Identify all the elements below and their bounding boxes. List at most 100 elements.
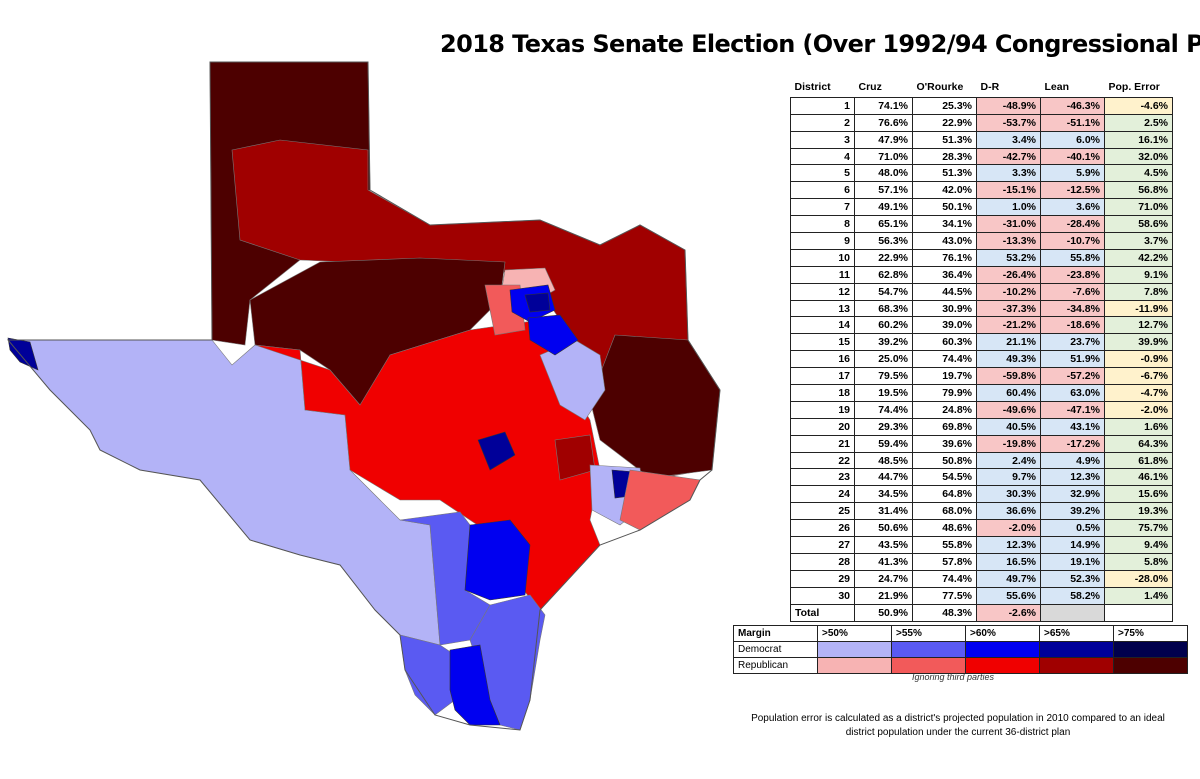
legend-swatch (891, 641, 966, 658)
dr-cell: 60.4% (976, 384, 1041, 402)
pop-error-cell: 46.1% (1104, 468, 1173, 487)
district-cell: 15 (790, 333, 855, 352)
cruz-cell: 39.2% (854, 333, 913, 352)
results-table: District Cruz O'Rourke D-R Lean Pop. Err… (790, 79, 1173, 622)
orourke-cell: 36.4% (912, 265, 977, 284)
orourke-cell: 30.9% (912, 299, 977, 318)
table-row: 12 54.7% 44.5% -10.2% -7.6% 7.8% (790, 282, 1173, 301)
pop-error-cell: 9.1% (1104, 265, 1173, 284)
table-row: 23 44.7% 54.5% 9.7% 12.3% 46.1% (790, 468, 1173, 487)
district-cell: 9 (790, 232, 855, 250)
dr-cell: 3.3% (976, 164, 1041, 183)
orourke-cell: 50.8% (912, 451, 977, 470)
cruz-cell: 57.1% (854, 181, 913, 200)
legend-header: Margin (733, 625, 818, 642)
margin-legend: Margin >50% >55% >60% >65% >75% Democrat… (733, 625, 1188, 674)
pop-error-cell: -4.7% (1104, 384, 1173, 402)
cruz-cell: 62.8% (854, 265, 913, 284)
dr-cell: -19.8% (976, 434, 1041, 453)
orourke-cell: 76.1% (912, 248, 977, 267)
lean-cell: -46.3% (1040, 96, 1105, 115)
lean-cell: -17.2% (1040, 434, 1105, 453)
cruz-cell: 48.0% (854, 164, 913, 183)
pop-error-cell: 7.8% (1104, 282, 1173, 301)
table-row: 6 57.1% 42.0% -15.1% -12.5% 56.8% (790, 181, 1173, 200)
lean-cell: 43.1% (1040, 417, 1105, 436)
pop-error-cell: 16.1% (1104, 130, 1173, 149)
dr-cell: -2.0% (976, 519, 1041, 538)
pop-error-cell: -2.0% (1104, 400, 1173, 419)
table-row: 16 25.0% 74.4% 49.3% 51.9% -0.9% (790, 350, 1173, 369)
lean-cell: 19.1% (1040, 552, 1105, 571)
orourke-cell: 77.5% (912, 586, 977, 605)
district-rio-grande-valley (449, 644, 501, 726)
cruz-cell: 68.3% (854, 299, 913, 318)
pop-error-cell: 5.8% (1104, 552, 1173, 571)
orourke-cell: 44.5% (912, 282, 977, 301)
district-cell: 19 (790, 400, 855, 419)
texas-district-map (6, 61, 721, 731)
legend-bin: >75% (1113, 625, 1188, 642)
lean-cell: 32.9% (1040, 485, 1105, 504)
table-row: 29 24.7% 74.4% 49.7% 52.3% -28.0% (790, 569, 1173, 588)
dr-cell: -53.7% (976, 113, 1041, 132)
cruz-cell: 43.5% (854, 536, 913, 554)
district-austin (477, 431, 516, 471)
pop-error-cell: -6.7% (1104, 367, 1173, 386)
lean-cell: 5.9% (1040, 164, 1105, 183)
district-cell: 1 (790, 96, 855, 115)
orourke-cell: 25.3% (912, 96, 977, 115)
cruz-cell: 47.9% (854, 130, 913, 149)
orourke-cell: 43.0% (912, 232, 977, 250)
dr-cell: -26.4% (976, 265, 1041, 284)
cruz-cell: 25.0% (854, 350, 913, 369)
pop-error-cell: 1.6% (1104, 417, 1173, 436)
dr-cell: 16.5% (976, 552, 1041, 571)
table-row: 13 68.3% 30.9% -37.3% -34.8% -11.9% (790, 299, 1173, 318)
pop-error-cell: -4.6% (1104, 96, 1173, 115)
legend-bin: >50% (817, 625, 892, 642)
table-row: 2 76.6% 22.9% -53.7% -51.1% 2.5% (790, 113, 1173, 132)
dr-cell: 2.4% (976, 451, 1041, 470)
dr-cell: 55.6% (976, 586, 1041, 605)
table-row: 7 49.1% 50.1% 1.0% 3.6% 71.0% (790, 198, 1173, 217)
dr-cell: 3.4% (976, 130, 1041, 149)
table-row: 10 22.9% 76.1% 53.2% 55.8% 42.2% (790, 248, 1173, 267)
orourke-cell: 50.1% (912, 198, 977, 217)
district-dallas-se (527, 314, 579, 356)
cruz-cell: 74.1% (854, 96, 913, 115)
table-row: 19 74.4% 24.8% -49.6% -47.1% -2.0% (790, 400, 1173, 419)
header-cruz: Cruz (858, 80, 882, 93)
header-lean: Lean (1044, 80, 1070, 93)
table-row: 14 60.2% 39.0% -21.2% -18.6% 12.7% (790, 316, 1173, 335)
district-cell: 10 (790, 248, 855, 267)
lean-cell: -57.2% (1040, 367, 1105, 386)
district-cell: 6 (790, 181, 855, 200)
table-row: 1 74.1% 25.3% -48.9% -46.3% -4.6% (790, 96, 1173, 115)
pop-error-cell: 56.8% (1104, 181, 1173, 200)
lean-cell: 12.3% (1040, 468, 1105, 487)
district-cell: 28 (790, 552, 855, 571)
pop-error-cell: -28.0% (1104, 569, 1173, 588)
district-cell: 17 (790, 367, 855, 386)
lean-cell: -40.1% (1040, 147, 1105, 166)
cruz-cell: 49.1% (854, 198, 913, 217)
table-row: 26 50.6% 48.6% -2.0% 0.5% 75.7% (790, 519, 1173, 538)
lean-cell: 55.8% (1040, 248, 1105, 267)
lean-cell: -34.8% (1040, 299, 1105, 318)
cruz-cell: 74.4% (854, 400, 913, 419)
lean-cell: 3.6% (1040, 198, 1105, 217)
orourke-cell: 74.4% (912, 350, 977, 369)
lean-cell: 52.3% (1040, 569, 1105, 588)
texas-outline (6, 61, 721, 731)
header-pop-error: Pop. Error (1108, 80, 1160, 93)
total-label: Total (790, 603, 855, 622)
pop-error-cell: 9.4% (1104, 536, 1173, 554)
pop-error-cell: 12.7% (1104, 316, 1173, 335)
lean-cell: 58.2% (1040, 586, 1105, 605)
district-cell: 4 (790, 147, 855, 166)
cruz-cell: 79.5% (854, 367, 913, 386)
dr-cell: -15.1% (976, 181, 1041, 200)
legend-bin: >60% (965, 625, 1040, 642)
header-orourke: O'Rourke (916, 80, 964, 93)
